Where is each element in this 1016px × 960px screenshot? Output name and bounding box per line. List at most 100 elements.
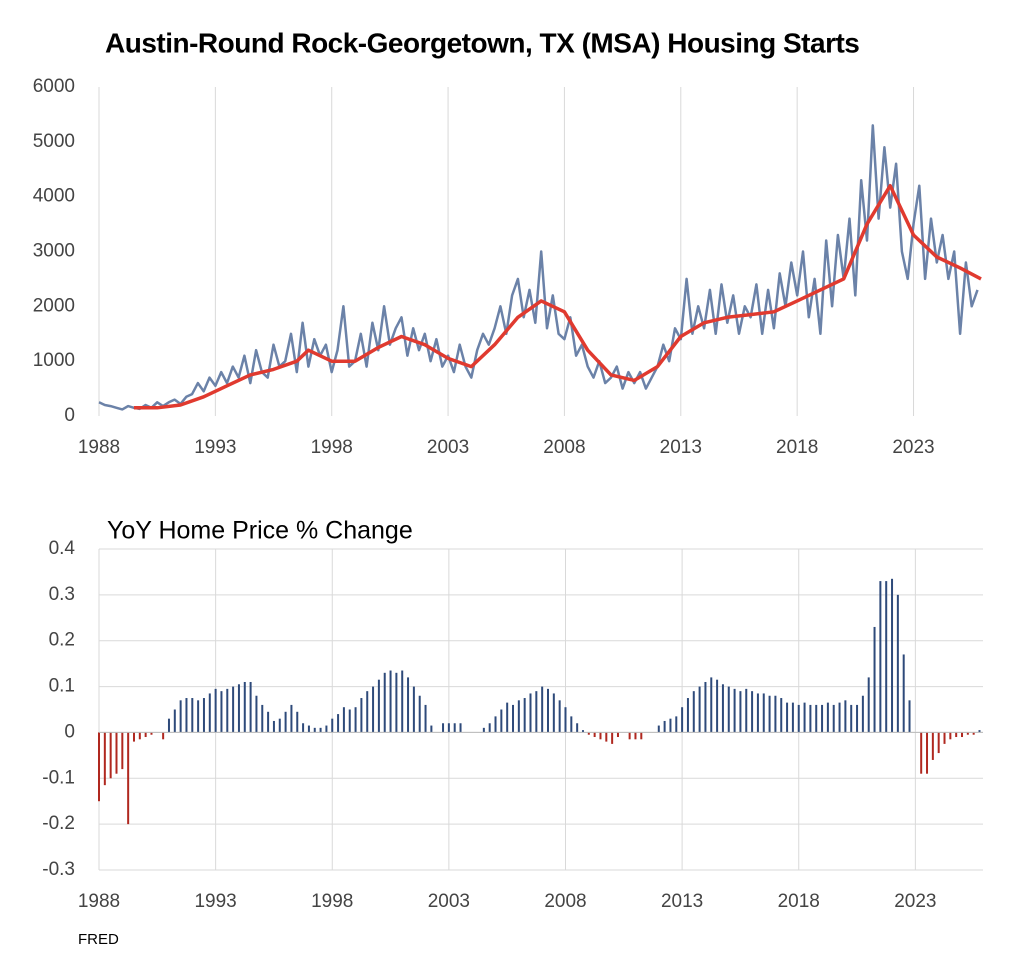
bar — [721, 684, 724, 733]
chart-title: Austin-Round Rock-Georgetown, TX (MSA) H… — [105, 27, 859, 58]
bar — [407, 677, 410, 733]
bar — [337, 714, 340, 733]
x-tick-label: 2018 — [778, 891, 820, 912]
bar — [331, 718, 334, 733]
x-tick-label: 2018 — [776, 437, 818, 458]
bar — [173, 709, 176, 733]
bar — [500, 709, 503, 733]
x-tick-label: 2003 — [427, 437, 469, 458]
bar — [517, 700, 520, 733]
bar — [908, 700, 911, 733]
x-tick-label: 2008 — [544, 891, 586, 912]
y-tick-label: 0.3 — [49, 584, 75, 605]
bar — [739, 691, 742, 733]
bar — [727, 686, 730, 733]
bar — [972, 732, 975, 735]
bar — [412, 686, 415, 733]
bar — [815, 704, 818, 733]
x-tick-label: 2013 — [661, 891, 703, 912]
bar — [856, 704, 859, 733]
bar — [272, 720, 275, 733]
bar — [506, 702, 509, 733]
bar — [926, 732, 929, 774]
bar — [313, 727, 316, 733]
bar — [961, 732, 964, 738]
bar — [167, 718, 170, 733]
bar — [354, 707, 357, 733]
x-tick-label: 1988 — [78, 437, 120, 458]
bar — [821, 704, 824, 733]
bar — [383, 672, 386, 733]
x-tick-label: 2003 — [428, 891, 470, 912]
bar — [226, 688, 229, 733]
bar — [762, 693, 765, 733]
bar — [395, 672, 398, 733]
x-tick-label: 1993 — [194, 891, 236, 912]
y-tick-label: 0.2 — [49, 630, 75, 651]
series-line — [133, 183, 982, 410]
bar — [593, 732, 596, 738]
bar — [844, 700, 847, 733]
bar — [348, 709, 351, 733]
bar — [453, 723, 456, 733]
x-tick-label: 2023 — [894, 891, 936, 912]
bar — [628, 732, 631, 740]
bar — [208, 693, 211, 733]
bar — [132, 732, 135, 742]
bar — [179, 700, 182, 733]
bar — [710, 677, 713, 733]
x-tick-label: 1993 — [194, 437, 236, 458]
bar — [523, 698, 526, 733]
bar — [902, 654, 905, 733]
bar — [826, 702, 829, 733]
bar — [657, 725, 660, 733]
bar — [745, 688, 748, 733]
x-tick-label: 2013 — [660, 437, 702, 458]
bar — [832, 704, 835, 733]
series-line — [98, 124, 979, 411]
bar — [377, 679, 380, 733]
bar — [867, 677, 870, 733]
bar — [267, 711, 270, 733]
bar — [803, 702, 806, 733]
bar — [599, 732, 602, 740]
bar — [372, 686, 375, 733]
bar — [302, 723, 305, 733]
bar — [716, 679, 719, 733]
bar — [214, 688, 217, 733]
y-tick-label: 6000 — [33, 76, 75, 97]
x-tick-label: 2023 — [892, 437, 934, 458]
bar — [424, 704, 427, 733]
bar — [873, 626, 876, 733]
bar — [319, 727, 322, 733]
bar — [955, 732, 958, 738]
bar — [698, 686, 701, 733]
bar — [634, 732, 637, 740]
bar — [447, 723, 450, 733]
bar — [442, 723, 445, 733]
y-tick-label: 0 — [64, 405, 75, 426]
x-tick-label: 1998 — [311, 891, 353, 912]
bar — [401, 670, 404, 733]
bar — [261, 704, 264, 733]
bar — [191, 698, 194, 733]
bar — [686, 698, 689, 733]
bar — [675, 716, 678, 733]
y-tick-label: 3000 — [33, 241, 75, 262]
y-tick-label: 5000 — [33, 131, 75, 152]
bar — [681, 707, 684, 733]
bar — [482, 727, 485, 733]
bar — [570, 716, 573, 733]
y-tick-label: 4000 — [33, 186, 75, 207]
bar — [640, 732, 643, 740]
bar — [296, 711, 299, 733]
bar — [541, 686, 544, 733]
bar — [232, 686, 235, 733]
bar — [861, 695, 864, 733]
bar — [360, 698, 363, 733]
bar — [284, 711, 287, 733]
bar — [430, 725, 433, 733]
bar — [162, 732, 165, 740]
